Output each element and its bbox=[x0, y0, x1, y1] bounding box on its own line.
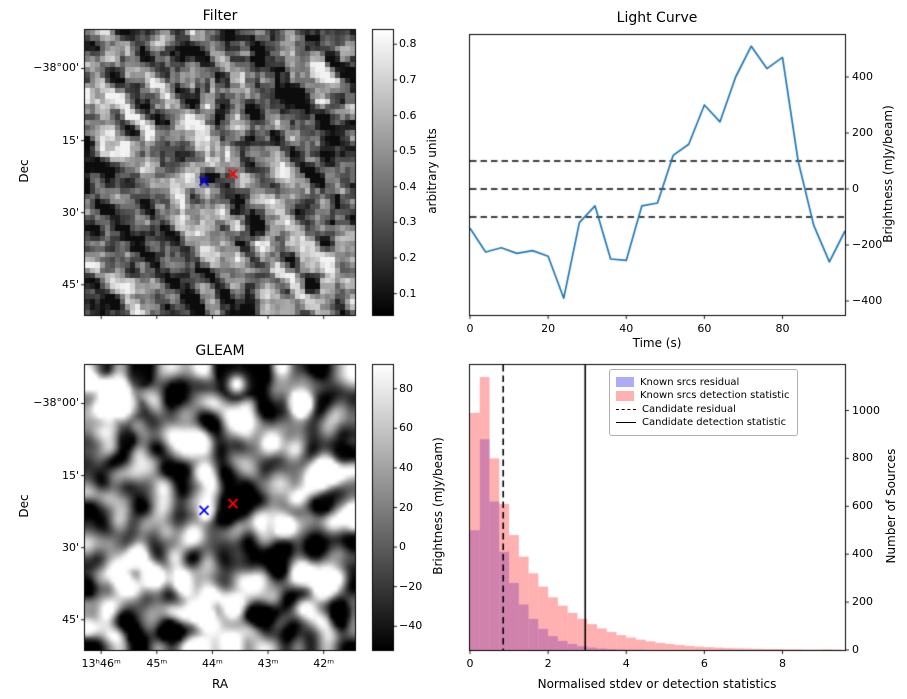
legend-item: Known srcs detection statistic bbox=[616, 390, 789, 401]
filter-colorbar bbox=[361, 18, 405, 327]
tick-label: 40 bbox=[619, 322, 634, 335]
tick-label: −40 bbox=[399, 619, 423, 633]
tick-label: 20 bbox=[541, 322, 556, 335]
tick-label: 0.1 bbox=[399, 286, 417, 300]
tick-label: 0 bbox=[399, 540, 406, 554]
tick-label: 40 bbox=[399, 460, 413, 474]
tick-label: 43ᵐ bbox=[257, 657, 279, 670]
gleam-image-plot bbox=[73, 353, 367, 662]
tick-label: 0 bbox=[852, 182, 859, 195]
tick-label: −400 bbox=[852, 294, 883, 307]
tick-label: 45' bbox=[61, 612, 79, 626]
tick-label: 200 bbox=[852, 595, 873, 609]
tick-label: 8 bbox=[779, 657, 786, 670]
tick-label: 4 bbox=[622, 657, 630, 670]
legend-line-sample bbox=[616, 408, 636, 410]
tick-label: 42ᵐ bbox=[313, 657, 335, 670]
tick-label: 13ʰ46ᵐ bbox=[81, 657, 121, 670]
tick-label: 0 bbox=[466, 657, 474, 670]
tick-label: 60 bbox=[399, 421, 413, 435]
histogram-xlabel: Normalised stdev or detection statistics bbox=[537, 677, 777, 691]
legend-label: Candidate residual bbox=[642, 403, 736, 415]
legend-item: Known srcs residual bbox=[616, 377, 789, 388]
legend-swatch bbox=[616, 390, 634, 401]
tick-label: 0 bbox=[852, 643, 859, 656]
legend-swatch bbox=[616, 377, 634, 387]
tick-label: 0.7 bbox=[399, 72, 417, 86]
tick-label: 80 bbox=[399, 381, 413, 395]
tick-label: −200 bbox=[852, 238, 883, 251]
light-curve-title: Light Curve bbox=[616, 10, 698, 26]
gleam-colorbar-label: Brightness (mJy/beam) bbox=[431, 437, 445, 575]
legend-label: Candidate detection statistic bbox=[642, 417, 787, 428]
legend-label: Known srcs detection statistic bbox=[640, 390, 790, 401]
tick-label: 0.4 bbox=[399, 179, 417, 193]
tick-label: 400 bbox=[852, 547, 873, 561]
legend-label: Known srcs residual bbox=[640, 376, 740, 388]
tick-label: 20 bbox=[399, 500, 413, 514]
tick-label: 15' bbox=[61, 133, 79, 147]
tick-label: 0.8 bbox=[399, 37, 417, 51]
tick-label: −20 bbox=[399, 579, 423, 593]
tick-label: 800 bbox=[852, 451, 873, 465]
tick-label: 600 bbox=[852, 499, 873, 513]
tick-label: 400 bbox=[852, 70, 873, 83]
tick-label: 30' bbox=[61, 540, 79, 554]
light-curve-ylabel: Brightness (mJy/beam) bbox=[881, 105, 895, 243]
filter-image-plot bbox=[73, 18, 367, 327]
tick-label: 80 bbox=[775, 322, 790, 335]
tick-label: 0.3 bbox=[399, 215, 417, 229]
gleam-colorbar bbox=[361, 353, 405, 662]
tick-label: 2 bbox=[544, 657, 552, 670]
tick-label: 0 bbox=[466, 322, 474, 335]
filter-colorbar-label: arbitrary units bbox=[425, 128, 439, 214]
light-curve-xlabel: Time (s) bbox=[632, 336, 682, 350]
tick-label: 60 bbox=[697, 322, 712, 335]
tick-label: 0.6 bbox=[399, 108, 417, 122]
tick-label: 0.2 bbox=[399, 251, 417, 264]
tick-label: 6 bbox=[700, 657, 708, 670]
gleam-xlabel: RA bbox=[211, 677, 229, 691]
light-curve-plot bbox=[458, 23, 857, 327]
legend-line-sample bbox=[616, 422, 636, 423]
tick-label: 15' bbox=[61, 468, 79, 482]
tick-label: 45ᵐ bbox=[146, 657, 168, 670]
histogram-legend: Known srcs residual Known srcs detection … bbox=[609, 369, 799, 436]
tick-label: 200 bbox=[852, 126, 873, 139]
legend-item: Candidate detection statistic bbox=[616, 417, 789, 428]
histogram-ylabel: Number of Sources bbox=[884, 448, 898, 564]
tick-label: 0.5 bbox=[399, 144, 417, 158]
tick-label: 1000 bbox=[852, 403, 880, 417]
legend-item: Candidate residual bbox=[616, 404, 789, 415]
tick-label: 44ᵐ bbox=[202, 657, 223, 670]
tick-label: 45' bbox=[61, 277, 79, 291]
tick-label: 30' bbox=[61, 205, 79, 219]
tick-label: −38°00' bbox=[33, 396, 79, 410]
tick-label: −38°00' bbox=[33, 61, 79, 75]
